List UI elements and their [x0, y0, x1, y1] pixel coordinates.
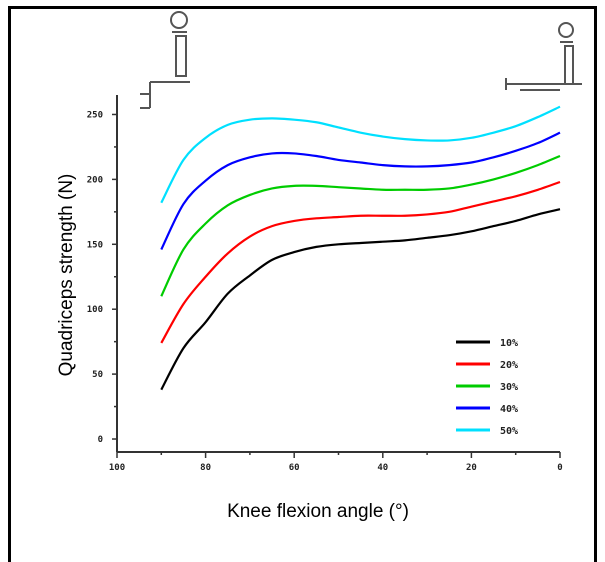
y-tick-label: 50	[92, 370, 103, 380]
y-axis-title: Quadriceps strength (N)	[56, 174, 77, 377]
y-tick-label: 200	[87, 175, 103, 185]
x-tick-label: 100	[109, 463, 125, 473]
y-tick-label: 100	[87, 305, 103, 315]
series-line-20pct	[160, 180, 561, 344]
x-tick-label: 20	[466, 463, 477, 473]
legend-label: 10%	[500, 338, 518, 349]
series-lines	[160, 105, 561, 391]
series-line-40pct	[160, 131, 561, 250]
legend-label: 50%	[500, 426, 518, 437]
legend-label: 30%	[500, 382, 518, 393]
y-tick-label: 0	[98, 435, 103, 445]
figure-frame	[8, 6, 597, 562]
series-line-50pct	[160, 105, 561, 204]
legend-label: 40%	[500, 404, 518, 415]
x-tick-label: 60	[289, 463, 300, 473]
y-tick-label: 250	[87, 110, 103, 120]
y-tick-label: 150	[87, 240, 103, 250]
x-tick-label: 0	[557, 463, 562, 473]
series-line-30pct	[160, 154, 561, 297]
knee-flexed-diagram-icon	[140, 11, 190, 109]
legend-label: 20%	[500, 360, 518, 371]
x-tick-label: 80	[200, 463, 211, 473]
x-tick-label: 40	[377, 463, 388, 473]
x-axis-title: Knee flexion angle (°)	[227, 501, 409, 522]
knee-extended-diagram-icon	[505, 22, 582, 91]
series-line-10pct	[160, 208, 561, 391]
legend: 10% 20% 30% 40% 50%	[456, 338, 518, 437]
plot-axes	[116, 95, 560, 453]
